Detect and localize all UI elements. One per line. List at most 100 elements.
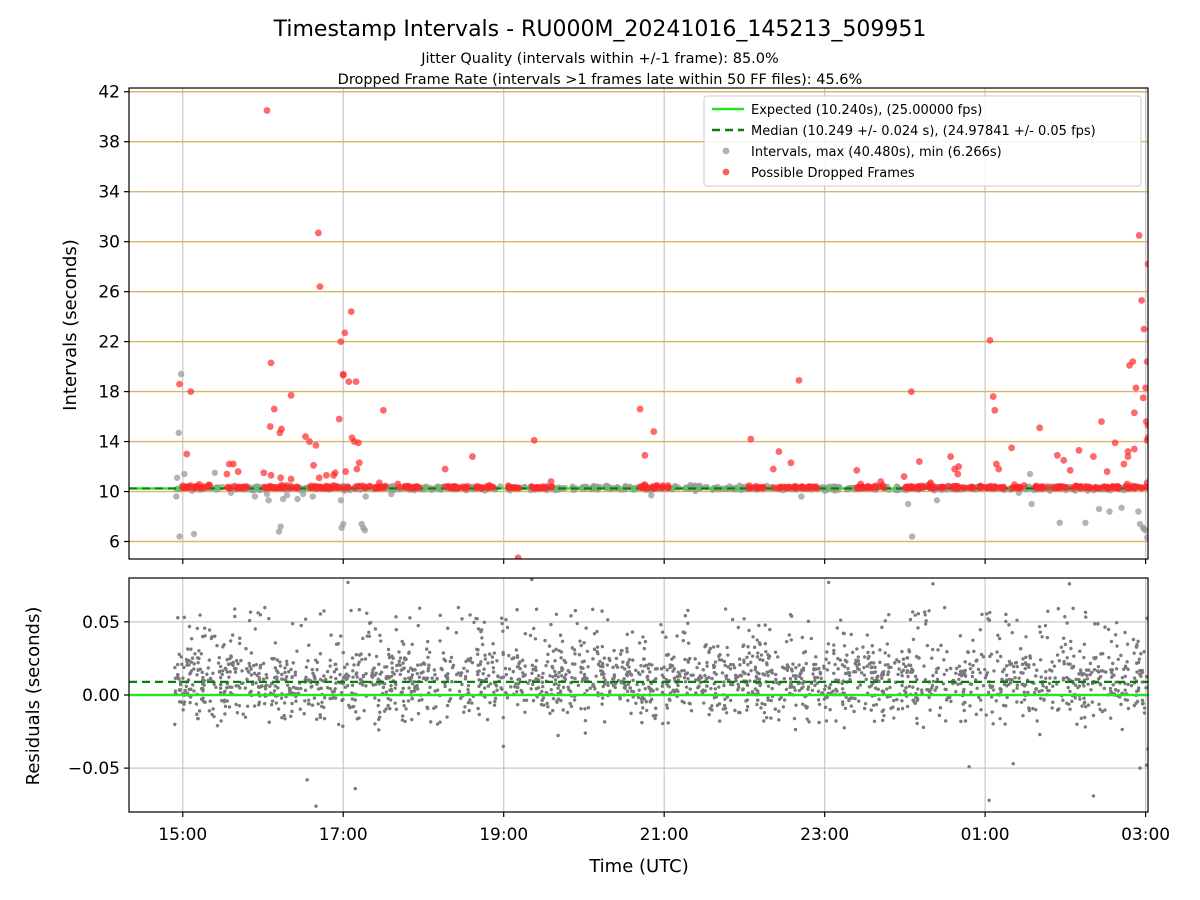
- residual-point: [812, 668, 816, 672]
- residual-point: [196, 716, 200, 721]
- residual-point: [318, 612, 323, 616]
- residual-point: [546, 705, 550, 709]
- residual-point: [257, 671, 261, 676]
- residual-point: [600, 644, 605, 649]
- residual-point: [653, 667, 658, 671]
- residual-point: [907, 684, 912, 688]
- residual-point: [596, 662, 601, 667]
- residual-point: [1050, 706, 1054, 710]
- residual-point: [229, 685, 234, 689]
- residual-point: [840, 687, 845, 691]
- residual-point: [249, 651, 254, 655]
- residual-point: [915, 716, 919, 721]
- residual-point: [387, 655, 392, 660]
- residual-point: [942, 672, 947, 677]
- jitter-quality-subtitle: Jitter Quality (intervals within +/-1 fr…: [420, 51, 779, 67]
- residual-point: [774, 677, 778, 682]
- residual-point: [438, 639, 442, 643]
- residual-point: [570, 675, 574, 680]
- residual-point: [318, 715, 323, 720]
- residual-point: [789, 638, 794, 642]
- residual-point: [256, 685, 261, 689]
- residual-point: [486, 684, 490, 688]
- residual-point: [343, 674, 347, 678]
- residual-point: [713, 687, 718, 691]
- residual-point: [218, 682, 223, 687]
- dropped-frame-point: [745, 484, 753, 492]
- residual-point: [435, 722, 440, 726]
- dropped-frame-point: [1130, 445, 1138, 453]
- residual-point: [328, 658, 332, 662]
- dropped-frame-point: [1111, 439, 1119, 447]
- residual-point: [959, 719, 963, 724]
- residual-point: [728, 667, 733, 671]
- interval-point: [265, 497, 272, 504]
- residual-point: [1116, 689, 1120, 693]
- residual-point: [774, 672, 778, 677]
- residual-point: [291, 661, 295, 665]
- residual-point: [878, 660, 882, 665]
- legend-entry-label: Possible Dropped Frames: [751, 166, 915, 181]
- residual-point: [614, 656, 619, 661]
- residual-point: [1065, 656, 1069, 660]
- residual-point: [265, 676, 269, 680]
- residual-point: [285, 662, 289, 667]
- residual-point: [240, 669, 244, 673]
- residual-point: [558, 633, 563, 637]
- residual-point: [755, 638, 759, 642]
- residual-point: [293, 670, 298, 674]
- residual-point: [1021, 657, 1025, 661]
- interval-point: [1026, 470, 1034, 478]
- top-y-tick-label: 6: [109, 533, 120, 553]
- dropped-frame-point: [925, 483, 932, 491]
- dropped-frame-rate-subtitle: Dropped Frame Rate (intervals >1 frames …: [338, 72, 863, 88]
- residual-point: [645, 675, 649, 679]
- residual-point: [480, 642, 485, 647]
- residual-point: [963, 674, 968, 678]
- residual-point: [974, 712, 979, 717]
- residual-point: [173, 665, 177, 670]
- residual-point: [425, 705, 429, 709]
- residual-point: [642, 646, 647, 651]
- residual-point: [567, 670, 572, 674]
- residual-point: [659, 623, 663, 627]
- residual-point: [1069, 639, 1073, 644]
- residual-point: [252, 671, 257, 676]
- residual-point: [237, 703, 242, 708]
- residual-point: [1096, 664, 1101, 669]
- residual-point: [307, 678, 311, 682]
- residual-point: [896, 707, 901, 711]
- residual-point: [176, 672, 180, 677]
- residual-point: [272, 656, 276, 661]
- residual-point: [585, 688, 589, 693]
- residual-point: [1004, 612, 1008, 617]
- residual-point: [925, 687, 929, 692]
- residual-point: [413, 684, 418, 689]
- dropped-frame-point: [270, 405, 278, 413]
- residual-point: [532, 626, 536, 631]
- residual-point: [183, 688, 187, 693]
- residual-point: [236, 662, 240, 666]
- residual-point: [417, 606, 422, 610]
- residual-point: [849, 632, 853, 637]
- residual-point: [855, 666, 860, 671]
- residual-point: [780, 665, 785, 669]
- dropped-frame-point: [513, 484, 521, 492]
- residual-point: [1004, 664, 1009, 668]
- residual-point: [283, 670, 287, 675]
- residual-point: [215, 723, 220, 728]
- residual-point: [1038, 696, 1043, 701]
- residual-point: [322, 609, 326, 613]
- residual-point: [397, 659, 402, 664]
- residual-point: [797, 688, 802, 693]
- residual-point: [1050, 660, 1054, 664]
- residual-point: [403, 677, 407, 681]
- residual-point: [365, 611, 369, 615]
- residual-point: [1144, 763, 1148, 767]
- residual-point: [1132, 676, 1137, 680]
- residual-point: [636, 695, 641, 700]
- residual-point: [857, 699, 861, 703]
- residual-point: [1135, 699, 1140, 704]
- residual-point: [913, 613, 917, 617]
- residual-point: [855, 647, 859, 651]
